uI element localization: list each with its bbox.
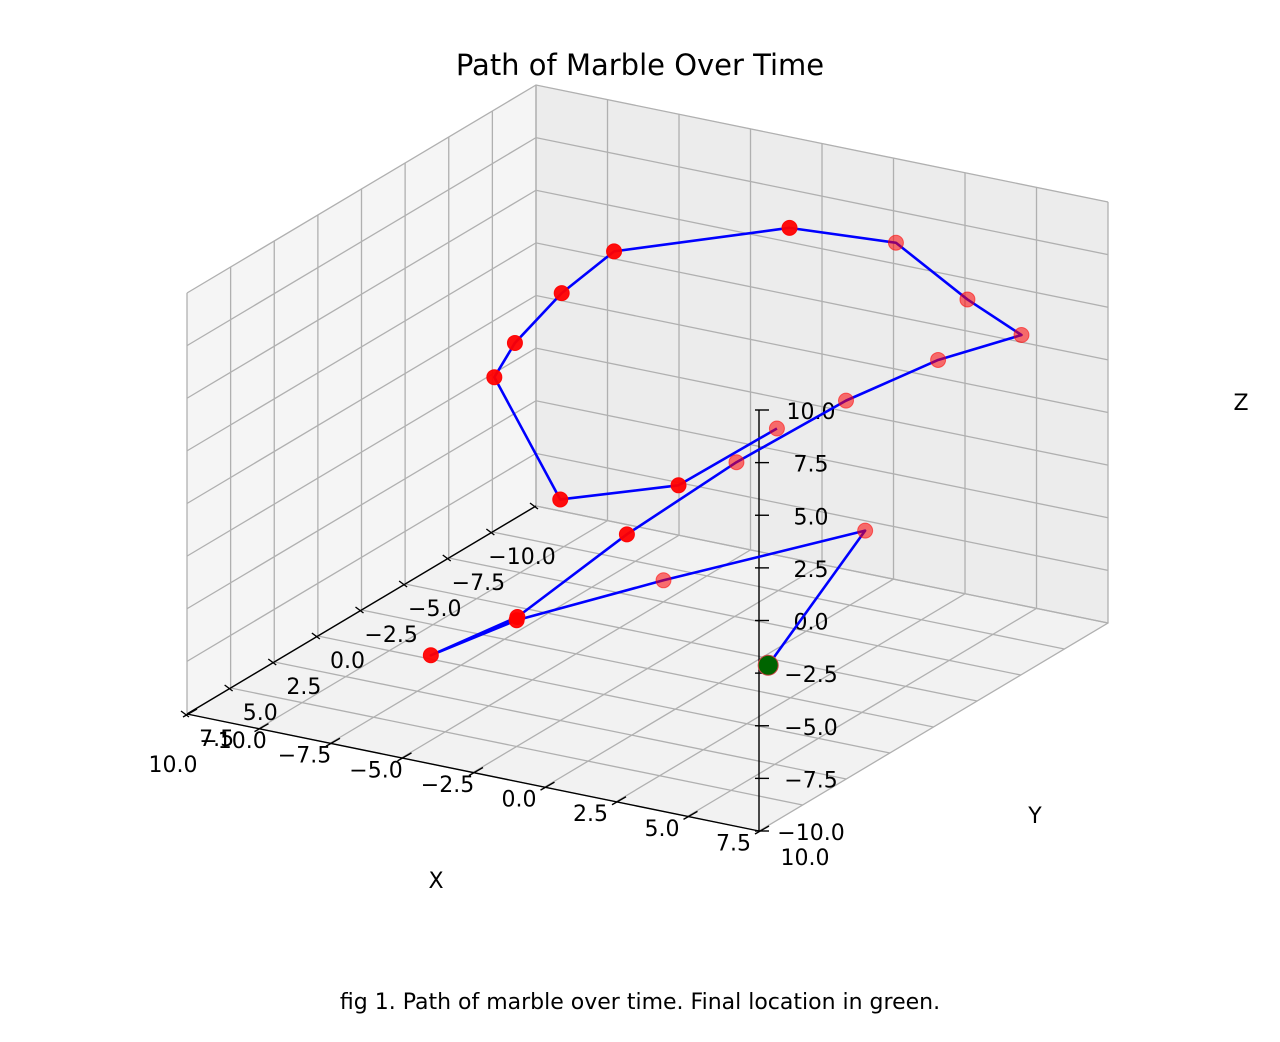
- y-tick: [611, 796, 627, 806]
- path-point: [728, 454, 745, 471]
- x-axis-label: X: [428, 869, 443, 894]
- path-point: [768, 420, 785, 437]
- y-tick-label: −5.0: [349, 758, 402, 783]
- tick-labels: −10.0−10.0−10.0−7.5−7.5−7.5−5.0−5.0−5.0−…: [149, 400, 845, 871]
- path-point: [486, 369, 503, 386]
- marble-markers: [422, 219, 1030, 676]
- chart-title: Path of Marble Over Time: [456, 48, 824, 82]
- y-tick-label: 7.5: [716, 831, 751, 856]
- path-point: [838, 392, 854, 409]
- path-point: [606, 243, 623, 260]
- path-point: [781, 219, 798, 236]
- x-tick-label: 0.0: [330, 649, 365, 674]
- path-point: [887, 234, 904, 251]
- axis-panes: [185, 84, 1110, 832]
- y-tick-label: 10.0: [781, 846, 830, 871]
- path-point: [422, 647, 439, 664]
- x-tick: [442, 554, 452, 562]
- z-gridline: [186, 347, 1109, 557]
- y-tick: [754, 825, 770, 835]
- x-tick-label: 2.5: [286, 675, 321, 700]
- final-location-marker: [757, 654, 779, 676]
- figure-caption: fig 1. Path of marble over time. Final l…: [339, 990, 941, 1015]
- path-point: [506, 334, 523, 351]
- y-gridline: [758, 202, 1109, 832]
- y-tick-label: 2.5: [573, 802, 608, 827]
- y-gridline: [401, 128, 752, 759]
- z-tick-label: −7.5: [784, 768, 837, 793]
- z-gridline: [186, 84, 1109, 294]
- path-point: [1013, 327, 1030, 343]
- z-tick-label: −5.0: [784, 716, 837, 741]
- x-tick: [529, 502, 539, 510]
- z-tick-label: −2.5: [784, 663, 837, 688]
- y-tick-label: 5.0: [645, 817, 680, 842]
- y-gridline: [258, 99, 609, 730]
- y-gridline: [329, 114, 680, 744]
- path-point: [618, 526, 635, 543]
- z-tick-label: 2.5: [794, 558, 829, 583]
- path-point: [508, 612, 525, 629]
- y-tick: [325, 737, 341, 747]
- y-gridline: [687, 187, 1038, 817]
- x-axis-line: [186, 505, 537, 715]
- y-tick-label: 0.0: [502, 788, 537, 813]
- z-tick-label: 5.0: [794, 505, 829, 530]
- axis-lines: [180, 409, 770, 835]
- z-gridline: [186, 242, 1109, 452]
- y-tick-label: −7.5: [278, 744, 331, 769]
- x-tick: [311, 632, 321, 640]
- y-gridline: [544, 158, 895, 788]
- path-point: [553, 285, 570, 302]
- x-tick: [485, 528, 495, 536]
- x-tick-label: 10.0: [149, 753, 198, 778]
- path-point: [857, 522, 874, 539]
- y-tick-label: −2.5: [421, 773, 474, 798]
- z-gridline: [186, 294, 1109, 505]
- path-point: [670, 477, 687, 494]
- x-tick: [355, 606, 364, 614]
- x-tick-label: 7.5: [199, 727, 234, 752]
- path-point: [959, 291, 976, 308]
- y-tick: [397, 752, 412, 762]
- z-tick-label: −10.0: [777, 821, 844, 846]
- x-tick: [180, 710, 190, 718]
- y-tick: [182, 708, 198, 718]
- x-tick-label: 5.0: [243, 701, 278, 726]
- x-tick-label: −2.5: [364, 623, 417, 648]
- y-axis-label: Y: [1027, 804, 1042, 829]
- y-tick: [683, 810, 698, 820]
- path-point: [552, 491, 569, 508]
- x-tick-label: −7.5: [452, 571, 505, 596]
- z-gridline: [186, 400, 1109, 610]
- path-point: [655, 572, 672, 589]
- z-tick-label: 7.5: [794, 453, 829, 478]
- z-axis-label: Z: [1233, 391, 1248, 416]
- y-tick-label: −10.0: [199, 729, 266, 754]
- x-tick: [398, 580, 408, 588]
- y-gridline: [472, 143, 823, 774]
- y-gridline: [615, 172, 966, 803]
- z-gridline: [186, 189, 1109, 399]
- x-tick-label: −10.0: [488, 545, 555, 570]
- y-tick: [254, 723, 269, 733]
- z-gridline: [186, 136, 1109, 347]
- x-tick: [224, 684, 234, 692]
- y-tick: [468, 766, 484, 777]
- x-tick: [267, 658, 277, 666]
- x-tick-label: −5.0: [408, 597, 461, 622]
- path-point: [930, 351, 947, 368]
- y-tick: [540, 781, 555, 791]
